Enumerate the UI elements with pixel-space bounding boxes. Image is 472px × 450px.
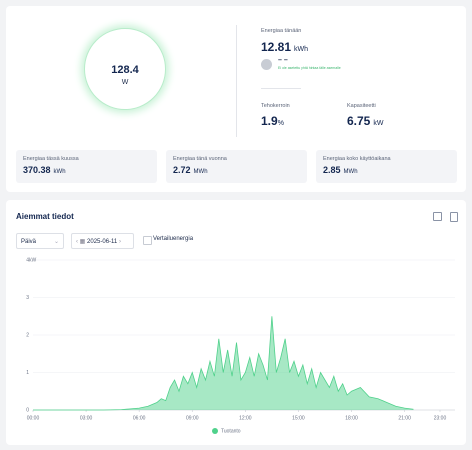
efficiency-value: 1.9: [261, 114, 278, 128]
efficiency: 1.9%: [261, 112, 284, 130]
stat-label: Energiaa tässä kuussa: [23, 156, 79, 162]
x-tick-label: 03:00: [80, 415, 93, 421]
prev-day[interactable]: ‹: [76, 239, 78, 245]
price-value: – –: [278, 57, 288, 64]
y-tick-label: 0: [26, 407, 29, 413]
y-tick-label: 4: [26, 257, 29, 263]
divider: [236, 25, 237, 137]
compare-label: Vertailuenergia: [153, 236, 194, 242]
x-tick-label: 23:00: [434, 415, 447, 421]
chevron: ⌄: [53, 239, 59, 245]
today-unit: kWh: [294, 46, 309, 53]
legend-label[interactable]: Tuotanto: [221, 428, 241, 434]
y-tick-label: 2: [26, 332, 29, 338]
capacity-value: 6.75: [347, 114, 371, 128]
today-value: 12.81: [261, 40, 292, 54]
area-line: [33, 316, 414, 411]
stat-value: 2.72: [173, 165, 191, 175]
stat-value: 370.38: [23, 165, 51, 175]
stat-card: Energiaa koko käyttöaikana 2.85 MWh: [316, 150, 457, 183]
x-tick-label: 06:00: [133, 415, 146, 421]
stat-value-row: 370.38 kWh: [23, 165, 66, 175]
capacity: 6.75 kW: [347, 112, 383, 130]
stat-unit: MWh: [193, 169, 208, 175]
price-note: Ei ole asetettu yhtä hintaa tälle asemal…: [278, 66, 341, 70]
power-value: 128.4: [111, 64, 139, 76]
efficiency-label: Tehokerroin: [261, 103, 290, 109]
y-tick-label: 1: [26, 370, 29, 376]
stat-value-row: 2.85 MWh: [323, 165, 358, 175]
stat-value: 2.85: [323, 165, 341, 175]
power-gauge: [84, 28, 166, 110]
stat-card: Energiaa tässä kuussa 370.38 kWh: [16, 150, 157, 183]
stat-unit: MWh: [343, 169, 358, 175]
separator: [261, 88, 301, 89]
export-button[interactable]: [433, 212, 442, 221]
y-tick-label: 3: [26, 295, 29, 301]
stat-unit: kWh: [53, 169, 66, 175]
date-picker[interactable]: ‹ ▦ 2025-06-11 ›: [71, 233, 134, 249]
next-day[interactable]: ›: [118, 239, 121, 245]
stat-value-row: 2.72 MWh: [173, 165, 208, 175]
today: 12.81 kWh: [261, 38, 308, 56]
history-title: Aiemmat tiedot: [16, 212, 74, 221]
area-fill: [33, 316, 414, 410]
legend-marker: [212, 428, 218, 434]
period-select[interactable]: Päivä ⌄: [16, 233, 64, 249]
price-icon: [261, 59, 272, 70]
x-tick-label: 21:00: [398, 415, 411, 421]
today-label: Energiaa tänään: [261, 28, 302, 34]
x-tick-label: 09:00: [186, 415, 199, 421]
x-tick-label: 12:00: [239, 415, 252, 421]
x-tick-label: 18:00: [345, 415, 358, 421]
period-text: Päivä: [21, 239, 37, 245]
compare-checkbox[interactable]: [143, 236, 152, 245]
x-tick-label: 15:00: [292, 415, 305, 421]
stat-label: Energiaa tänä vuonna: [173, 156, 227, 162]
date-text: 2025-06-11: [87, 239, 118, 245]
download-button[interactable]: [450, 212, 458, 222]
capacity-label: Kapasiteetti: [347, 103, 376, 109]
power-unit: W: [121, 79, 129, 86]
y-axis-unit: kW: [29, 257, 37, 263]
x-tick-label: 00:00: [27, 415, 40, 421]
capacity-unit: kW: [373, 120, 384, 127]
efficiency-unit: %: [277, 120, 284, 127]
calendar-icon: ▦: [79, 239, 86, 245]
stat-label: Energiaa koko käyttöaikana: [323, 156, 391, 162]
stat-card: Energiaa tänä vuonna 2.72 MWh: [166, 150, 307, 183]
